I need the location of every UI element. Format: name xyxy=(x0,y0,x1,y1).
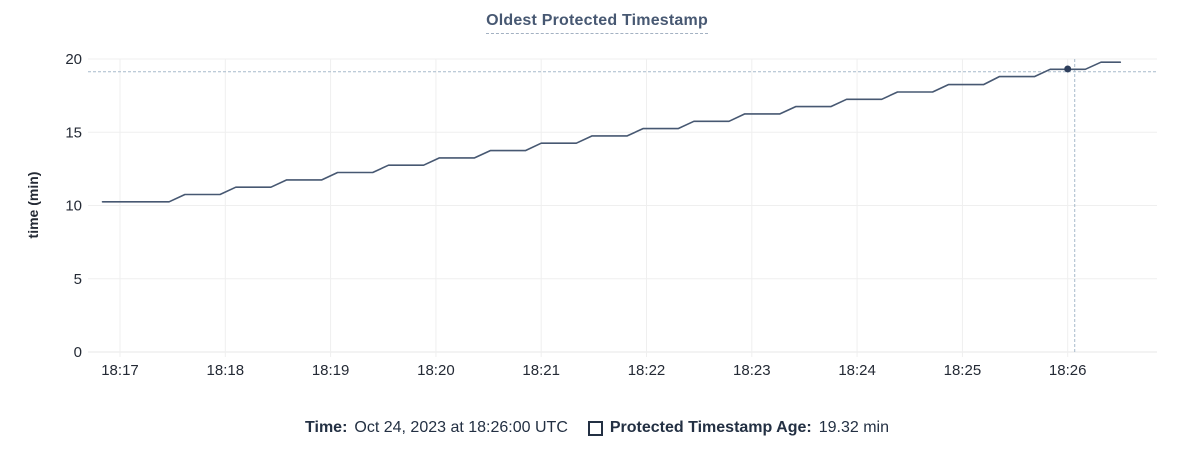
x-tick-label: 18:21 xyxy=(522,362,560,379)
x-tick-label: 18:24 xyxy=(838,362,876,379)
y-tick-label: 5 xyxy=(74,271,82,288)
legend-time-label: Time: xyxy=(305,419,348,436)
chart-legend: Time: Oct 24, 2023 at 18:26:00 UTC Prote… xyxy=(0,419,1194,437)
x-tick-label: 18:22 xyxy=(628,362,666,379)
x-tick-label: 18:25 xyxy=(944,362,982,379)
chart-title[interactable]: Oldest Protected Timestamp xyxy=(486,12,708,34)
y-tick-label: 10 xyxy=(65,198,82,215)
chart-plot-area[interactable]: 0 5 10 15 20 18:17 18:18 18:19 18:20 18:21 18:22 18… xyxy=(0,0,1194,410)
y-tick-label: 0 xyxy=(74,344,82,361)
legend-series-value: 19.32 min xyxy=(818,419,889,436)
legend-series-label: Protected Timestamp Age: xyxy=(609,419,812,436)
x-tick-label: 18:23 xyxy=(733,362,771,379)
legend-time-group: Time: Oct 24, 2023 at 18:26:00 UTC xyxy=(305,419,568,437)
hover-data-point xyxy=(1064,65,1072,73)
legend-time-value: Oct 24, 2023 at 18:26:00 UTC xyxy=(354,419,568,436)
y-tick-label: 20 xyxy=(65,51,82,68)
x-tick-label: 18:26 xyxy=(1049,362,1087,379)
x-tick-label: 18:17 xyxy=(101,362,139,379)
legend-series-group: Protected Timestamp Age: 19.32 min xyxy=(587,419,889,437)
x-tick-label: 18:18 xyxy=(207,362,245,379)
hollow-square-icon xyxy=(587,420,603,436)
y-tick-label: 15 xyxy=(65,124,82,141)
x-tick-label: 18:20 xyxy=(417,362,455,379)
x-tick-label: 18:19 xyxy=(312,362,350,379)
chart-header: Oldest Protected Timestamp xyxy=(0,12,1194,34)
series-line xyxy=(101,61,1122,203)
